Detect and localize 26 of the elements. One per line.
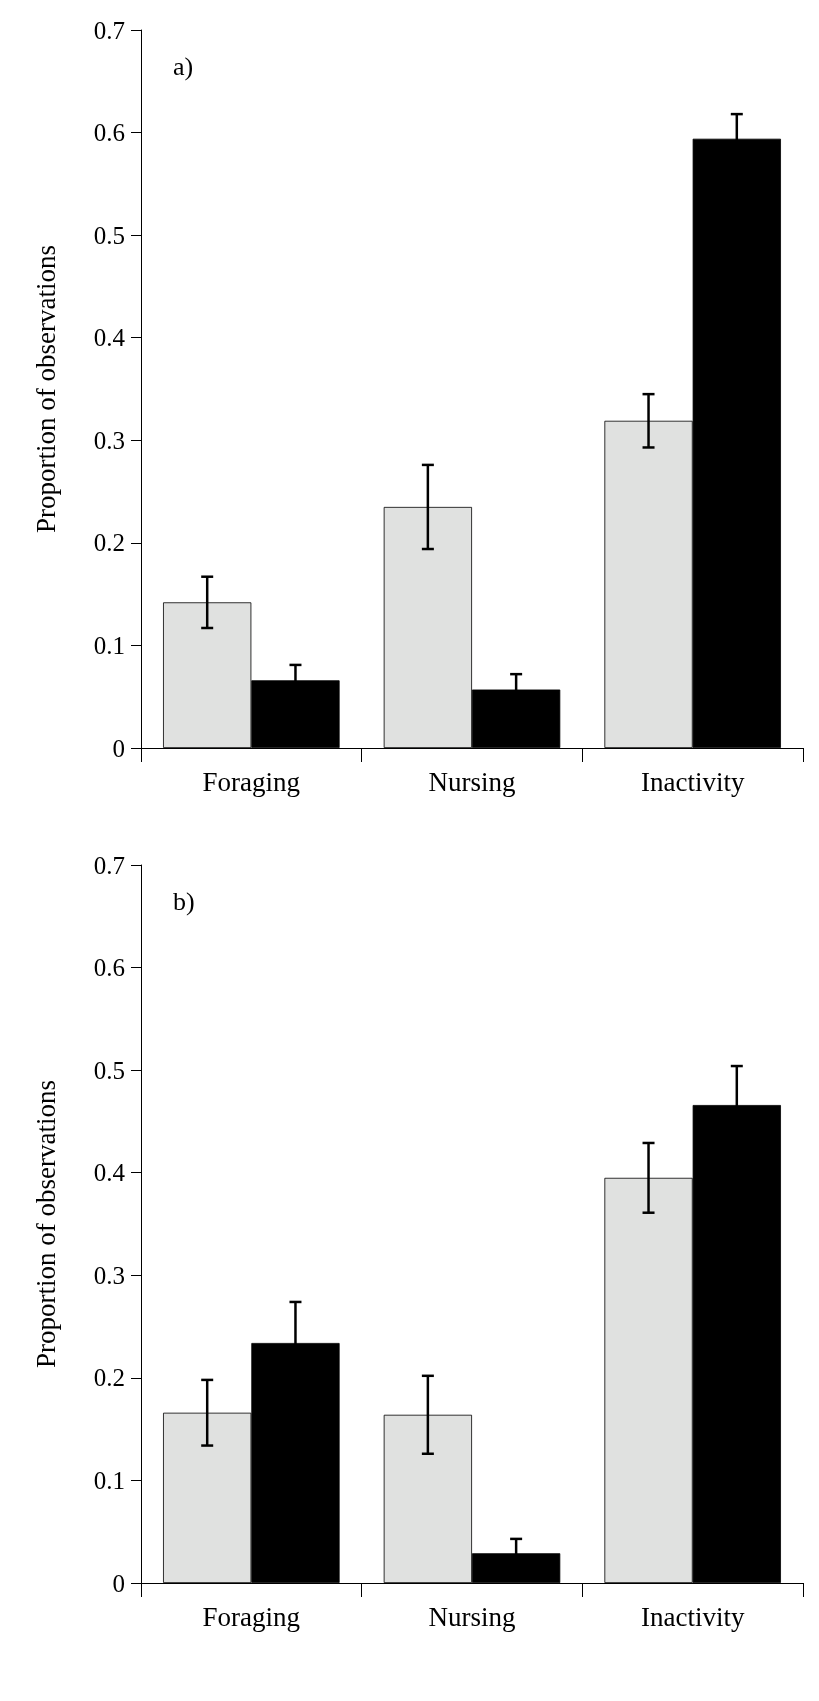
y-tick-label: 0.3 [93, 1261, 125, 1289]
y-tick-label: 0.2 [93, 529, 125, 557]
y-tick-label: 0.5 [93, 221, 125, 249]
y-axis-title: Proportion of observations [30, 1080, 61, 1368]
y-tick-label: 0.3 [93, 426, 125, 454]
x-tick-label: Nursing [428, 1601, 516, 1632]
y-tick-label: 0.6 [93, 954, 125, 982]
y-tick-label: 0 [112, 1569, 125, 1597]
x-tick-label: Nursing [428, 766, 516, 797]
y-tick-label: 0.1 [93, 1466, 125, 1494]
y-tick-label: 0.2 [93, 1364, 125, 1392]
x-tick-label: Inactivity [640, 766, 745, 797]
y-tick-label: 0.6 [93, 119, 125, 147]
text: a) [173, 51, 194, 81]
y-tick-label: 0.4 [93, 324, 126, 352]
y-tick-label: 0.7 [93, 16, 125, 44]
y-tick-label: 0.1 [93, 631, 125, 659]
x-tick-label: Inactivity [640, 1601, 745, 1632]
y-tick-label: 0 [112, 734, 125, 762]
y-tick-label: 0.4 [93, 1159, 126, 1187]
x-tick-label: Foraging [202, 766, 301, 797]
y-tick-label: 0.5 [93, 1056, 125, 1084]
text: b) [173, 886, 195, 916]
y-axis-title: Proportion of observations [30, 245, 61, 533]
x-tick-label: Foraging [202, 1601, 301, 1632]
y-tick-label: 0.7 [93, 851, 125, 879]
